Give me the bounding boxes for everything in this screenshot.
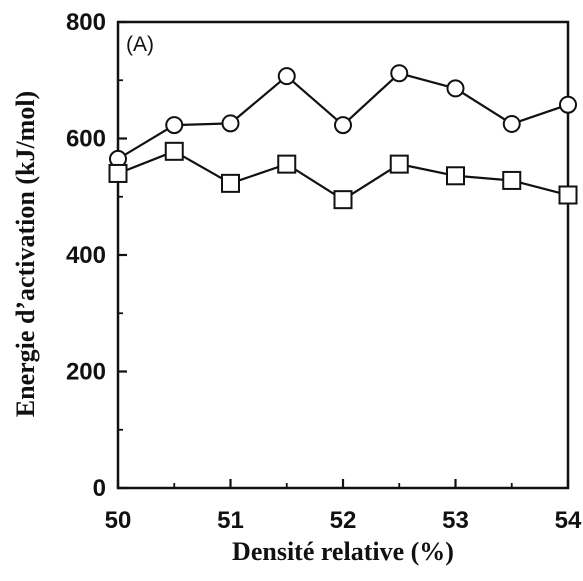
circle-data-point — [559, 95, 577, 114]
circle-data-point — [277, 67, 296, 86]
square-data-point — [277, 154, 297, 174]
x-tick-label: 52 — [330, 507, 357, 534]
x-tick-label: 53 — [442, 507, 469, 534]
tick-marks — [116, 20, 570, 490]
y-axis-title: Energie d’activation (kJ/mol) — [11, 91, 40, 417]
y-tick-label: 200 — [66, 359, 106, 386]
x-axis-title: Densité relative (%) — [232, 537, 454, 566]
y-tick-label: 400 — [66, 242, 106, 269]
square-data-point — [164, 141, 184, 161]
circle-data-point — [502, 114, 521, 133]
circle-data-point — [446, 79, 465, 98]
series-line-circle — [117, 72, 569, 160]
circle-data-point — [221, 114, 240, 133]
y-tick-label: 800 — [66, 9, 106, 36]
square-data-point — [502, 170, 522, 190]
tick-labels: 50 51 52 53 54 0 200 400 600 800 — [66, 9, 582, 534]
panel-label: (A) — [126, 33, 154, 56]
y-tick-label: 600 — [66, 126, 106, 153]
square-data-point — [333, 190, 353, 210]
square-data-point — [108, 163, 128, 183]
series-layer — [108, 64, 578, 210]
x-tick-label: 50 — [105, 507, 132, 534]
square-data-point — [389, 154, 409, 174]
square-data-point — [558, 185, 578, 205]
x-tick-label: 51 — [217, 507, 244, 534]
square-data-point — [221, 173, 240, 193]
circle-data-point — [165, 116, 184, 135]
square-data-point — [446, 166, 465, 186]
y-tick-label: 0 — [93, 475, 106, 502]
plot-frame — [116, 20, 570, 490]
circle-data-point — [390, 64, 409, 83]
x-tick-label: 54 — [555, 507, 582, 534]
circle-data-point — [334, 116, 352, 135]
